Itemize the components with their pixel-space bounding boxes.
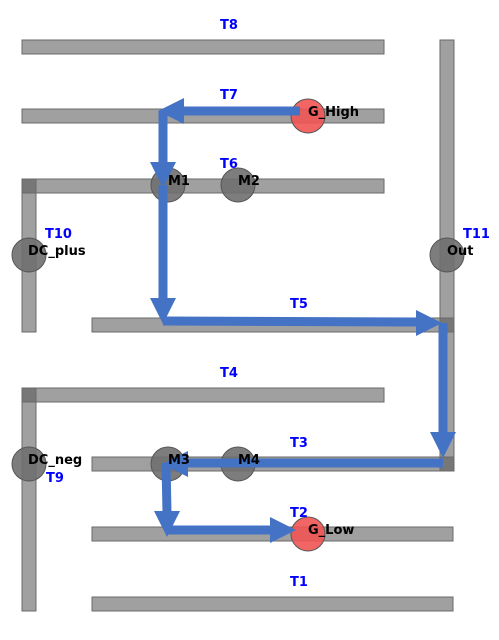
track-t8 [21, 39, 385, 55]
arrow-head-left-top [158, 98, 184, 124]
label-dc-plus: DC_plus [28, 244, 86, 259]
current-path-arrows [150, 98, 456, 543]
label-t10: T10 [45, 227, 72, 242]
node-dc-neg [11, 446, 47, 482]
node-g-low [290, 516, 326, 552]
arrow-head-down-4 [154, 511, 180, 537]
label-t7: T7 [220, 88, 238, 103]
label-m4: M4 [238, 453, 260, 468]
track-t6 [21, 178, 385, 194]
label-t1: T1 [290, 575, 308, 590]
nodes [11, 98, 465, 552]
label-t5: T5 [290, 297, 308, 312]
arrow-shaft-t3-to-t2 [161, 462, 172, 514]
track-labels: T8 T7 T6 T10 T11 T5 T4 T3 T9 T2 T1 [45, 18, 490, 590]
joint-t6-t10 [21, 178, 37, 194]
label-t3: T3 [290, 436, 308, 451]
node-out [429, 237, 465, 273]
label-g-high: G_High [308, 105, 359, 120]
label-m2: M2 [238, 174, 260, 189]
arrow-head-down-1 [150, 162, 176, 188]
label-g-low: G_Low [308, 523, 354, 538]
node-labels: G_High M1 M2 DC_plus Out DC_neg M3 M4 G_… [28, 105, 474, 538]
label-t6: T6 [220, 157, 238, 172]
label-t2: T2 [290, 506, 308, 521]
arrow-head-down-2 [150, 298, 176, 324]
track-t9 [21, 387, 37, 612]
track-t4 [21, 387, 385, 403]
arrow-shaft-t5-to-out [162, 316, 419, 327]
label-t4: T4 [220, 366, 238, 381]
track-t1 [91, 596, 454, 612]
label-dc-neg: DC_neg [28, 453, 82, 468]
arrow-head-down-3 [430, 432, 456, 458]
label-t9: T9 [46, 471, 64, 486]
joint-t4-t9 [21, 387, 37, 403]
arrow-head-right-mid [416, 310, 442, 336]
node-dc-plus [11, 237, 47, 273]
label-out: Out [447, 244, 474, 259]
label-m1: M1 [168, 174, 190, 189]
label-m3: M3 [168, 453, 190, 468]
arrow-head-left-low [162, 451, 188, 477]
label-t8: T8 [220, 18, 238, 33]
label-t11: T11 [463, 227, 490, 242]
arrow-head-right-low [270, 517, 296, 543]
node-m2 [220, 167, 256, 203]
